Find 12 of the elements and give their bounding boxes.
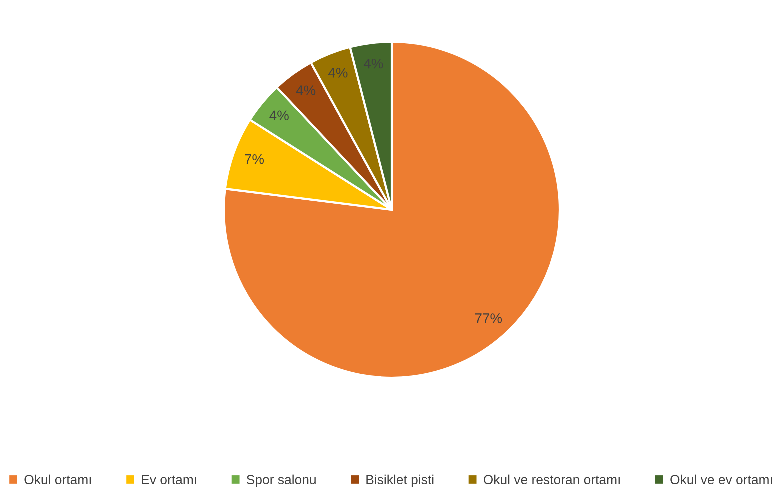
legend-label: Ev ortamı — [142, 475, 196, 485]
pie-slice — [222, 40, 562, 380]
legend-label: Okul ve restoran ortamı — [484, 474, 620, 485]
legend-label: Bisiklet pisti — [366, 474, 434, 488]
data-label: 4% — [270, 110, 289, 121]
data-label: 4% — [328, 68, 348, 78]
legend-label: Okul ve ev ortamı — [670, 474, 772, 485]
legend-label: Okul ortamı — [24, 474, 92, 485]
data-label: 4% — [296, 86, 316, 96]
legend-label: Spor salonu — [246, 474, 316, 488]
data-label: 7% — [245, 154, 264, 164]
data-label: 77% — [475, 314, 502, 324]
